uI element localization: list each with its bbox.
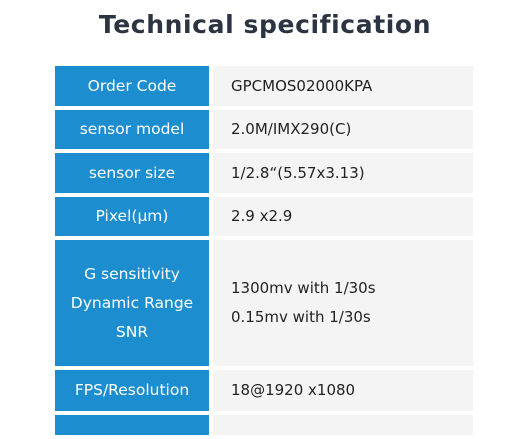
spec-label-text: FPS/Resolution bbox=[74, 381, 190, 399]
spec-row-sensitivity: G sensitivity Dynamic Range SNR 1300mv w… bbox=[55, 240, 473, 366]
spec-value: 1300mv with 1/30s 0.15mv with 1/30s bbox=[213, 240, 473, 366]
spec-value: 2.0M/IMX290(C) bbox=[213, 110, 473, 149]
spec-label-text: Pixel(µm) bbox=[95, 207, 169, 225]
spec-row-sensor-model: sensor model 2.0M/IMX290(C) bbox=[55, 110, 473, 149]
spec-row-partial bbox=[55, 415, 473, 435]
spec-row-fps-resolution: FPS/Resolution 18@1920 x1080 bbox=[55, 370, 473, 411]
spec-row-pixel: Pixel(µm) 2.9 x2.9 bbox=[55, 197, 473, 236]
spec-table: Order Code GPCMOS02000KPA sensor model 2… bbox=[55, 66, 473, 439]
spec-label: G sensitivity Dynamic Range SNR bbox=[55, 240, 209, 366]
spec-label-text: Dynamic Range bbox=[70, 293, 194, 312]
spec-value: 1/2.8“(5.57x3.13) bbox=[213, 153, 473, 193]
spec-label-text: Order Code bbox=[87, 76, 177, 95]
spec-label: FPS/Resolution bbox=[55, 370, 209, 411]
spec-label-text: sensor model bbox=[79, 120, 185, 138]
spec-label: sensor size bbox=[55, 153, 209, 193]
spec-value-text: 2.9 x2.9 bbox=[231, 207, 293, 225]
spec-value-text: 1300mv with 1/30s bbox=[231, 279, 376, 297]
spec-value-text: 1/2.8“(5.57x3.13) bbox=[231, 163, 365, 182]
spec-label: Order Code bbox=[55, 66, 209, 106]
page-title: Technical specification bbox=[98, 10, 432, 39]
spec-label-text: G sensitivity bbox=[84, 264, 180, 283]
spec-value-text: 2.0M/IMX290(C) bbox=[231, 120, 352, 138]
spec-value: 2.9 x2.9 bbox=[213, 197, 473, 236]
spec-label-text: SNR bbox=[115, 322, 149, 341]
spec-value: GPCMOS02000KPA bbox=[213, 66, 473, 106]
spec-row-sensor-size: sensor size 1/2.8“(5.57x3.13) bbox=[55, 153, 473, 193]
spec-value bbox=[213, 415, 473, 435]
spec-row-order-code: Order Code GPCMOS02000KPA bbox=[55, 66, 473, 106]
spec-value: 18@1920 x1080 bbox=[213, 370, 473, 411]
spec-value-text: 0.15mv with 1/30s bbox=[231, 308, 371, 326]
spec-label: Pixel(µm) bbox=[55, 197, 209, 236]
spec-value-text: 18@1920 x1080 bbox=[231, 381, 356, 399]
spec-label: sensor model bbox=[55, 110, 209, 149]
spec-label-text: sensor size bbox=[88, 163, 176, 182]
spec-value-text: GPCMOS02000KPA bbox=[231, 76, 373, 95]
spec-label bbox=[55, 415, 209, 435]
